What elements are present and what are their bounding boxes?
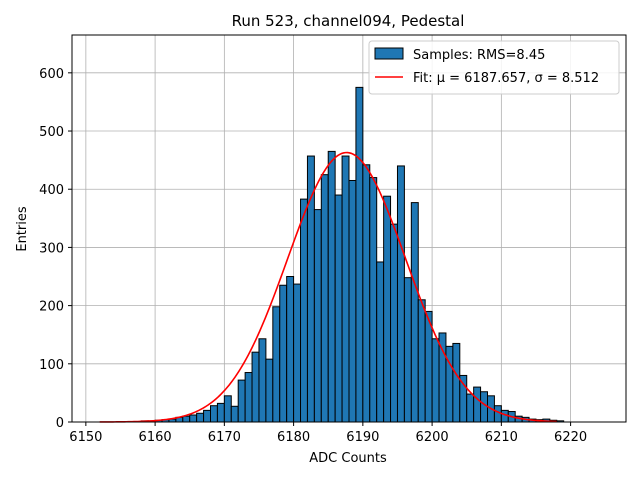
y-tick-label: 200 bbox=[39, 300, 64, 315]
legend: Samples: RMS=8.45 Fit: μ = 6187.657, σ =… bbox=[368, 40, 620, 95]
histogram-bar bbox=[396, 165, 405, 423]
y-axis-label: Entries bbox=[15, 206, 30, 252]
x-tick-label: 6150 bbox=[69, 430, 102, 445]
histogram-bar bbox=[410, 202, 419, 423]
y-tick-label: 300 bbox=[39, 241, 64, 256]
y-tick-label: 500 bbox=[39, 125, 64, 140]
histogram-bar bbox=[452, 342, 461, 423]
histogram-bar bbox=[293, 283, 302, 423]
histogram-bar bbox=[223, 395, 232, 423]
histogram-bar bbox=[210, 405, 218, 423]
histogram-bar bbox=[251, 351, 260, 423]
histogram-bar bbox=[286, 276, 295, 423]
histogram-bar bbox=[459, 374, 468, 423]
legend-label-samples: Samples: RMS=8.45 bbox=[413, 48, 545, 63]
y-tick-label: 100 bbox=[39, 358, 64, 373]
histogram-bar bbox=[376, 261, 385, 423]
x-axis-label: ADC Counts bbox=[309, 451, 387, 466]
gaussian-fit-curve bbox=[99, 151, 557, 423]
histogram-bar bbox=[189, 414, 198, 423]
histogram-bar bbox=[327, 150, 336, 423]
x-tick-label: 6210 bbox=[485, 430, 518, 445]
histogram-bar bbox=[466, 393, 475, 423]
histogram-bar bbox=[237, 379, 246, 423]
x-tick-label: 6160 bbox=[139, 430, 172, 445]
histogram-bars bbox=[140, 86, 565, 423]
histogram-bar bbox=[230, 405, 239, 423]
histogram-bar bbox=[355, 86, 364, 423]
x-tick-label: 6190 bbox=[346, 430, 379, 445]
y-tick-label: 600 bbox=[39, 67, 64, 82]
histogram-bar bbox=[244, 372, 253, 423]
histogram-bar bbox=[216, 402, 225, 423]
histogram-bar bbox=[403, 277, 412, 423]
legend-swatch-samples bbox=[374, 47, 404, 60]
histogram-bar bbox=[390, 223, 398, 423]
histogram-bar bbox=[279, 284, 288, 423]
histogram-bar bbox=[369, 177, 378, 423]
x-tick-label: 6170 bbox=[208, 430, 241, 445]
histogram-bar bbox=[431, 338, 440, 423]
axis-ticks: 6150 6160 6170 6180 6190 6200 6210 6220 0 100 200 3… bbox=[39, 67, 587, 445]
histogram-bar bbox=[334, 194, 343, 423]
histogram-bar bbox=[473, 386, 482, 423]
histogram-bar bbox=[272, 306, 281, 423]
y-tick-label: 400 bbox=[39, 183, 64, 198]
histogram-bar bbox=[182, 415, 191, 423]
histogram-bar bbox=[203, 409, 211, 423]
x-tick-label: 6220 bbox=[554, 430, 587, 445]
histogram-bar bbox=[300, 198, 308, 423]
histogram-bar bbox=[341, 155, 350, 423]
x-tick-label: 6200 bbox=[416, 430, 449, 445]
histogram-bar bbox=[362, 164, 371, 423]
plot-frame bbox=[71, 34, 627, 423]
histogram-bar bbox=[383, 195, 392, 423]
histogram-bar bbox=[417, 299, 426, 423]
histogram-bar bbox=[196, 412, 205, 423]
histogram-bar bbox=[348, 179, 357, 423]
histogram-bar bbox=[265, 358, 274, 423]
legend-label-fit: Fit: μ = 6187.657, σ = 8.512 bbox=[413, 71, 599, 86]
histogram-bar bbox=[313, 209, 322, 423]
histogram-bar bbox=[320, 174, 329, 423]
chart-title: Run 523, channel094, Pedestal bbox=[232, 12, 465, 30]
histogram-bar bbox=[258, 338, 267, 423]
histogram-bar bbox=[424, 310, 433, 423]
y-tick-label: 0 bbox=[56, 416, 64, 431]
legend-box bbox=[368, 40, 620, 95]
histogram-bar bbox=[480, 391, 489, 423]
x-tick-label: 6180 bbox=[277, 430, 310, 445]
